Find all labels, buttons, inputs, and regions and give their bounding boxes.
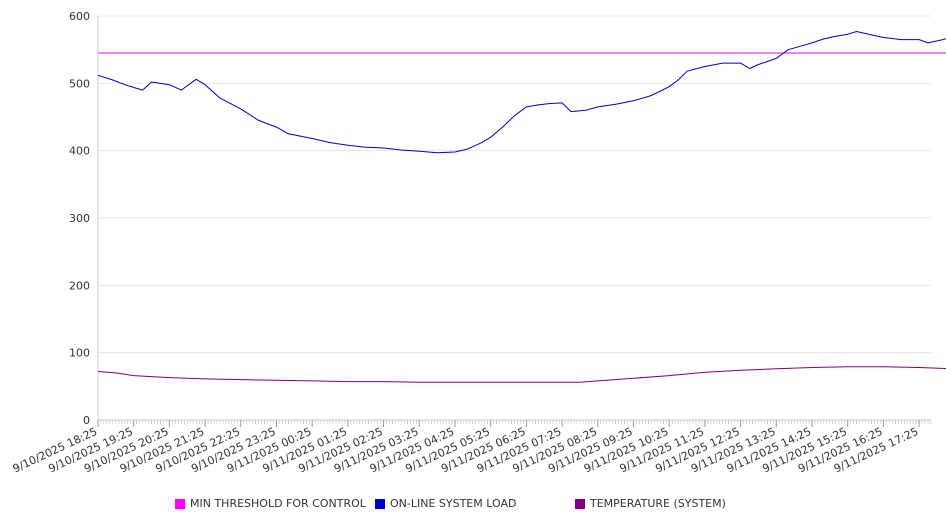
y-tick-label: 600 [69, 10, 90, 23]
grid-lines [98, 15, 931, 354]
legend-item-system-load: ON-LINE SYSTEM LOAD [375, 497, 516, 510]
legend-label-system-load: ON-LINE SYSTEM LOAD [390, 497, 517, 510]
system-load-line [97, 31, 946, 154]
legend-swatch-system-load [375, 498, 385, 509]
x-axis: 9/10/2025 18:259/10/2025 19:259/10/2025 … [11, 16, 932, 475]
y-tick-label: 500 [69, 77, 90, 90]
legend-item-temperature: TEMPERATURE (SYSTEM) [575, 497, 726, 510]
legend: MIN THRESHOLD FOR CONTROL ON-LINE SYSTEM… [0, 497, 946, 515]
legend-swatch-temperature [575, 498, 585, 509]
legend-label-min-threshold: MIN THRESHOLD FOR CONTROL [190, 497, 366, 510]
legend-item-min-threshold: MIN THRESHOLD FOR CONTROL [175, 497, 366, 510]
y-tick-label: 200 [69, 279, 90, 292]
legend-label-temperature: TEMPERATURE (SYSTEM) [590, 497, 726, 510]
series-lines [97, 31, 946, 383]
y-axis: 0 100 200 300 400 500 600 [69, 10, 90, 427]
y-tick-label: 0 [83, 414, 90, 427]
y-tick-label: 400 [69, 145, 90, 158]
y-tick-label: 100 [69, 347, 90, 360]
temperature-line [97, 366, 946, 383]
legend-swatch-min-threshold [175, 498, 185, 509]
y-tick-label: 300 [69, 212, 90, 225]
